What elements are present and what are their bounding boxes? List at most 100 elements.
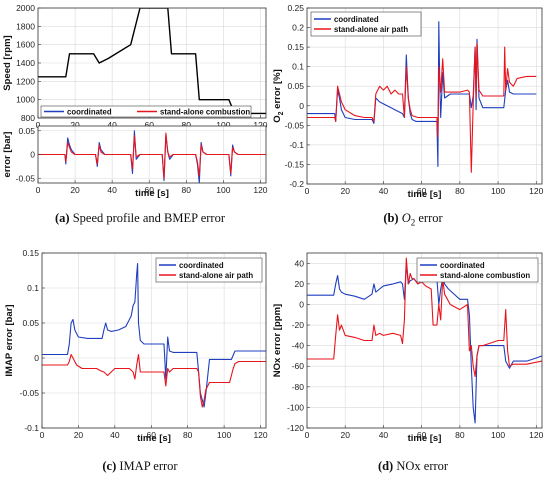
speed-xtick-label: 120 (253, 120, 267, 130)
imap-xtick-label: 120 (253, 430, 267, 440)
chart-nox: 0 20 40 60 80 100 120 -120 -100 -80 -60 -40 -20 0 20 40… (272, 252, 544, 444)
imap-axes-frame (41, 252, 267, 429)
o2-legend-box (310, 11, 422, 37)
caption-b-sub: 2 (410, 217, 416, 228)
o2-ytick-label: 0.25 (287, 3, 304, 13)
caption-a-text: Speed profile and BMEP error (72, 211, 225, 225)
bmep-xtick-label: 120 (253, 185, 267, 195)
speed-legend-entry: stand-alone combustion (160, 107, 250, 116)
imap-legend-entry: stand-alone air path (179, 271, 253, 280)
imap-xtick-label: 20 (74, 430, 84, 440)
nox-legend-box (416, 257, 539, 283)
chart-imap: 0 20 40 60 80 100 120 -0.1 -0.05 0 0.05 0.1 0.15 time… (4, 248, 268, 444)
nox-ytick-label: 40 (295, 258, 305, 268)
nox-series-stand-alone-combustion (307, 257, 542, 378)
bmep-ytick-label: -0.05 (16, 173, 36, 183)
nox-legend-entry: coordinated (440, 261, 485, 270)
nox-ytick-label: -60 (292, 361, 305, 371)
chart-speed: 0 20 40 60 80 100 120 800 1000 1200 1400 1600 1800 20… (2, 3, 268, 130)
chart-o2: 0 20 40 60 80 100 120 -0.2 -0.15 -0.1 -0.05 0 0.05 0.… (272, 3, 544, 200)
o2-legend-entry: coordinated (334, 15, 379, 24)
speed-ytick-label: 1600 (16, 40, 35, 50)
speed-xtick-label: 40 (107, 120, 117, 130)
imap-legend-entry: coordinated (179, 261, 224, 270)
bmep-xtick-label: 20 (70, 185, 80, 195)
bmep-xtick-label: 0 (36, 185, 41, 195)
nox-ytick-label: 0 (299, 299, 304, 309)
nox-xtick-label: 120 (529, 430, 543, 440)
o2-xtick-label: 60 (417, 186, 427, 196)
speed-xtick-label: 60 (144, 120, 154, 130)
o2-ytick-label: 0.2 (292, 23, 304, 33)
imap-ytick-label: 0.05 (22, 318, 39, 328)
nox-ytick-label: -20 (292, 320, 305, 330)
nox-ytick-label: -80 (292, 382, 305, 392)
o2-legend-entry: stand-alone air path (334, 25, 408, 34)
nox-xtick-label: 80 (455, 430, 465, 440)
o2-xtick-label: 120 (529, 186, 543, 196)
o2-ylabel: O2 error [%] (272, 69, 285, 123)
bmep-xtick-label: 80 (182, 185, 192, 195)
imap-series-stand-alone-air-path (42, 353, 266, 408)
o2-ytick-label: 0.05 (287, 81, 304, 91)
imap-ytick-label: 0.15 (22, 248, 39, 258)
o2-ytick-label: -0.15 (285, 159, 305, 169)
speed-ytick-label: 1400 (16, 58, 35, 68)
imap-ytick-label: 0 (34, 353, 39, 363)
speed-series-speed (38, 8, 266, 115)
speed-ytick-label: 800 (21, 113, 35, 123)
nox-xlabel: time [s] (408, 433, 442, 444)
bmep-ytick-label: 0.05 (18, 126, 35, 136)
imap-xlabel: time [s] (137, 433, 171, 444)
nox-legend-entry: stand-alone combustion (440, 271, 530, 280)
imap-xtick-label: 100 (217, 430, 231, 440)
caption-d-tag: (d) (377, 459, 394, 473)
imap-ytick-label: -0.1 (24, 423, 39, 433)
imap-xtick-label: 60 (147, 430, 157, 440)
o2-series-stand-alone-air-path (307, 42, 537, 173)
caption-d-text: NOx error (396, 459, 449, 473)
o2-ytick-label: -0.1 (289, 140, 304, 150)
o2-xtick-label: 40 (379, 186, 389, 196)
o2-ytick-label: -0.2 (289, 179, 304, 189)
caption-b-o: O (401, 211, 411, 225)
speed-ytick-label: 2000 (16, 3, 35, 13)
speed-xtick-label: 20 (70, 120, 80, 130)
nox-ytick-label: 20 (295, 279, 305, 289)
bmep-series-stand-alone-combustion (38, 132, 266, 179)
caption-b-text: error (415, 211, 443, 225)
speed-ytick-label: 1000 (16, 95, 35, 105)
speed-xtick-label: 0 (36, 120, 41, 130)
nox-xtick-label: 100 (491, 430, 505, 440)
nox-axes-frame (306, 252, 543, 429)
caption-b-tag: (b) (383, 211, 399, 225)
nox-ytick-label: -40 (292, 341, 305, 351)
imap-ytick-label: -0.05 (20, 388, 40, 398)
o2-xtick-label: 20 (340, 186, 350, 196)
nox-ylabel: NOx error [ppm] (272, 304, 283, 377)
o2-xtick-label: 0 (305, 186, 310, 196)
imap-xtick-label: 80 (183, 430, 193, 440)
imap-series-coordinated (42, 262, 266, 408)
imap-ytick-label: 0.1 (27, 283, 39, 293)
o2-xlabel: time [s] (408, 189, 442, 200)
nox-xtick-label: 60 (417, 430, 427, 440)
o2-xtick-label: 80 (455, 186, 465, 196)
nox-xtick-label: 40 (379, 430, 389, 440)
nox-ytick-label: -120 (287, 423, 304, 433)
caption-d: (d) NOx error (283, 459, 543, 474)
imap-ylabel: IMAP error [bar] (4, 304, 15, 376)
caption-c-text: IMAP error (119, 459, 178, 473)
speed-ylabel: Speed [rpm] (2, 35, 13, 90)
speed-xtick-label: 80 (182, 120, 192, 130)
nox-ytick-label: -100 (287, 402, 304, 412)
bmep-xtick-label: 60 (144, 185, 154, 195)
bmep-xtick-label: 100 (216, 185, 230, 195)
imap-xtick-label: 40 (110, 430, 120, 440)
bmep-ytick-label: 0 (30, 150, 35, 160)
o2-axes-frame (306, 7, 543, 185)
